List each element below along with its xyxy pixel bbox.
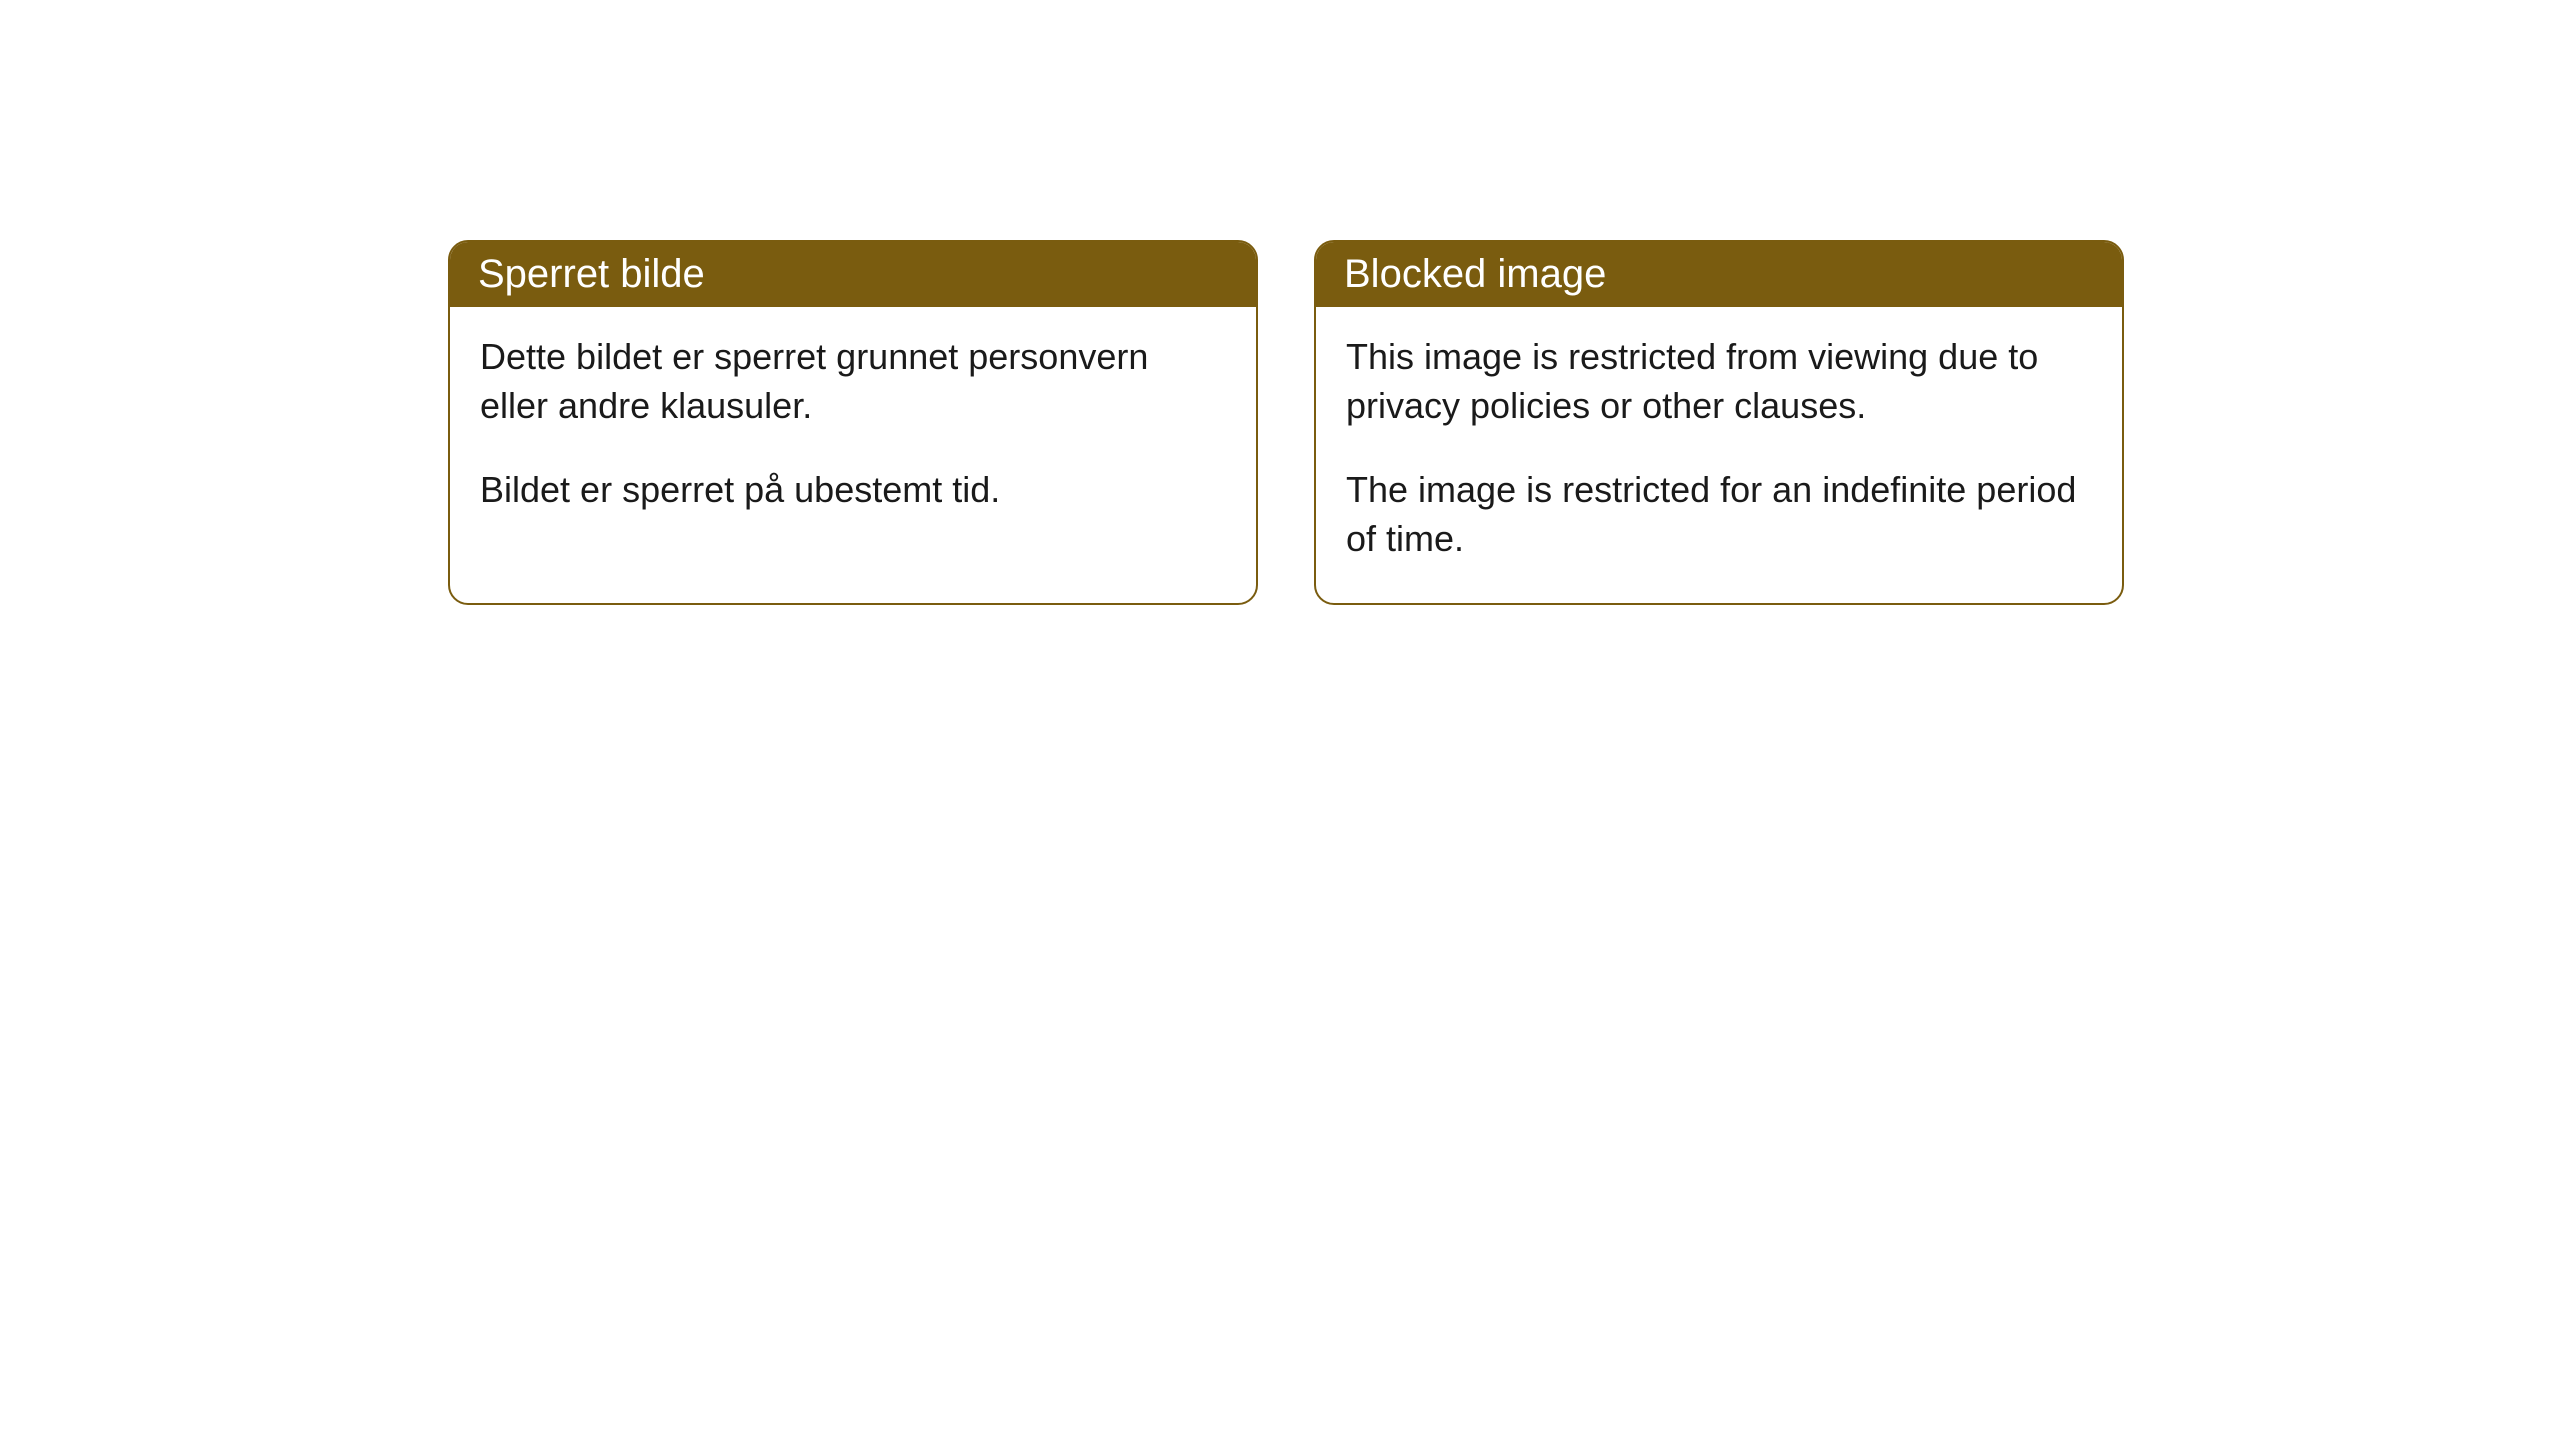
card-paragraph: Dette bildet er sperret grunnet personve… [480,333,1226,430]
card-body: Dette bildet er sperret grunnet personve… [450,307,1256,555]
card-paragraph: The image is restricted for an indefinit… [1346,466,2092,563]
card-body: This image is restricted from viewing du… [1316,307,2122,603]
card-header: Blocked image [1316,242,2122,307]
card-paragraph: This image is restricted from viewing du… [1346,333,2092,430]
card-title: Sperret bilde [478,252,705,296]
card-header: Sperret bilde [450,242,1256,307]
notice-cards-container: Sperret bilde Dette bildet er sperret gr… [448,240,2124,605]
notice-card-norwegian: Sperret bilde Dette bildet er sperret gr… [448,240,1258,605]
card-paragraph: Bildet er sperret på ubestemt tid. [480,466,1226,515]
notice-card-english: Blocked image This image is restricted f… [1314,240,2124,605]
card-title: Blocked image [1344,252,1606,296]
